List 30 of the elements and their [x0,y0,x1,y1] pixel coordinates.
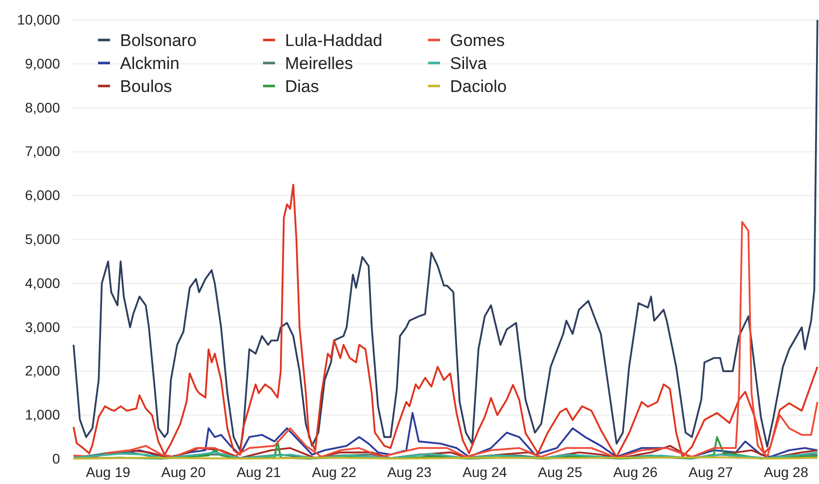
x-tick-label: Aug 27 [688,464,734,480]
legend-label: Daciolo [450,76,507,96]
y-tick-label: 1,000 [24,406,60,423]
y-tick-label: 3,000 [24,318,60,335]
x-tick-label: Aug 21 [236,464,282,480]
y-tick-label: 8,000 [24,99,60,116]
legend-label: Dias [285,76,320,96]
x-tick-label: Aug 24 [462,464,508,480]
y-tick-label: 2,000 [24,362,60,379]
x-tick-label: Aug 26 [613,464,658,480]
legend-label: Silva [450,54,488,73]
legend-label: Gomes [450,30,505,50]
legend-label: Meirelles [285,54,354,73]
legend-label: Alckmin [120,54,180,73]
y-tick-label: 10,000 [17,11,60,28]
legend-label: Lula-Haddad [285,30,382,50]
x-tick-label: Aug 23 [387,464,432,480]
x-tick-label: Aug 25 [538,464,582,480]
y-tick-label: 0 [52,450,60,466]
y-tick-label: 6,000 [24,187,60,204]
x-tick-label: Aug 19 [86,464,130,480]
legend-label: Bolsonaro [120,30,197,50]
y-tick-label: 5,000 [24,230,60,247]
x-tick-label: Aug 22 [312,464,356,480]
y-tick-label: 9,000 [24,55,60,72]
x-tick-label: Aug 28 [764,464,808,480]
legend-label: Boulos [120,76,172,96]
y-tick-label: 4,000 [24,274,60,291]
x-tick-label: Aug 20 [161,464,206,480]
y-tick-label: 7,000 [24,143,60,160]
